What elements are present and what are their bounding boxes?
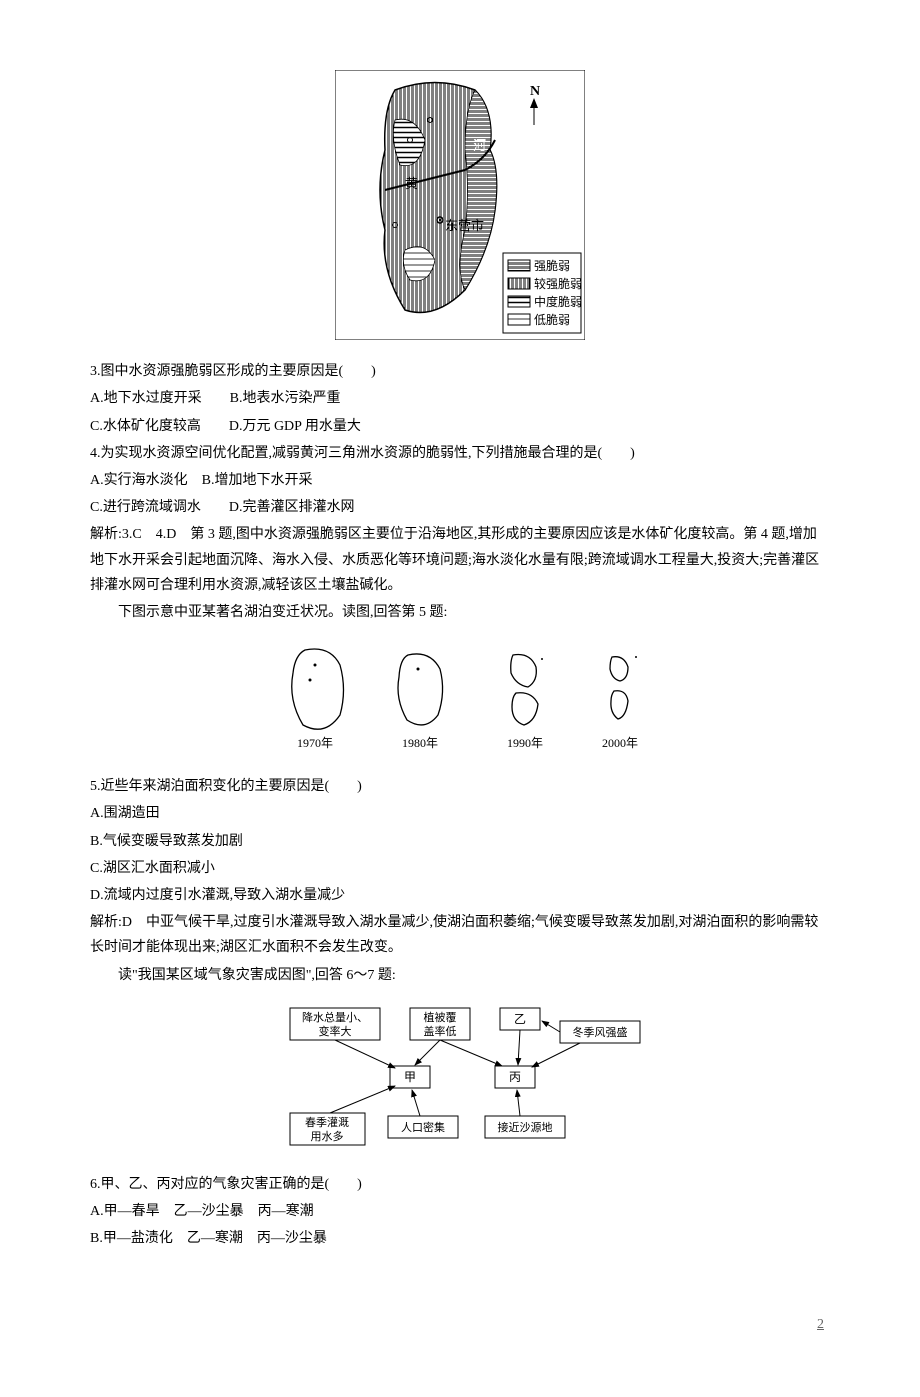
q3-text: 3.图中水资源强脆弱区形成的主要原因是( ) <box>90 359 830 384</box>
q5-text: 5.近些年来湖泊面积变化的主要原因是( ) <box>90 774 830 799</box>
exp-34: 解析:3.C 4.D 第 3 题,图中水资源强脆弱区主要位于沿海地区,其形成的主… <box>90 522 830 598</box>
box-a-l2: 变率大 <box>319 1024 352 1038</box>
box-a-l1: 降水总量小、 <box>302 1010 368 1024</box>
box-e: 甲 <box>404 1070 416 1084</box>
legend-1: 强脆弱 <box>534 258 570 273</box>
year-2000: 2000年 <box>602 736 638 750</box>
year-1980: 1980年 <box>402 736 438 750</box>
year-1990: 1990年 <box>507 736 543 750</box>
box-d: 冬季风强盛 <box>573 1025 628 1039</box>
legend-4: 低脆弱 <box>534 312 570 327</box>
box-f: 丙 <box>509 1070 521 1084</box>
exp-5: 解析:D 中亚气候干旱,过度引水灌溉导致入湖水量减少,使湖泊面积萎缩;气候变暖导… <box>90 910 830 960</box>
box-h: 人口密集 <box>401 1120 445 1134</box>
year-1970: 1970年 <box>297 736 333 750</box>
q6-a: A.甲—春旱 乙—沙尘暴 丙—寒潮 <box>90 1199 830 1224</box>
q4-text: 4.为实现水资源空间优化配置,减弱黄河三角洲水资源的脆弱性,下列措施最合理的是(… <box>90 441 830 466</box>
q6-b: B.甲—盐渍化 乙—寒潮 丙—沙尘暴 <box>90 1226 830 1251</box>
q5-b: B.气候变暖导致蒸发加剧 <box>90 829 830 854</box>
city-label: 东营市 <box>445 218 484 233</box>
q6-text: 6.甲、乙、丙对应的气象灾害正确的是( ) <box>90 1172 830 1197</box>
q3-opts-2: C.水体矿化度较高 D.万元 GDP 用水量大 <box>90 414 830 439</box>
page-footer: 2 <box>90 1312 830 1337</box>
intro-6: 读"我国某区域气象灾害成因图",回答 6～7 题: <box>90 963 830 988</box>
box-b-l1: 植被覆 <box>424 1010 457 1024</box>
page-number: 2 <box>811 1317 830 1332</box>
box-g-l1: 春季灌溉 <box>305 1116 349 1129</box>
north-label: N <box>530 84 540 99</box>
q5-a: A.围湖造田 <box>90 801 830 826</box>
box-g-l2: 用水多 <box>311 1129 344 1143</box>
q5-d: D.流域内过度引水灌溉,导致入湖水量减少 <box>90 883 830 908</box>
legend-2: 较强脆弱 <box>534 276 582 291</box>
river-label-he: 河 <box>473 138 486 153</box>
river-label-huang: 黄 <box>405 176 418 191</box>
q5-c: C.湖区汇水面积减小 <box>90 856 830 881</box>
lake-chart: 1970年 1980年 1990年 2000年 <box>90 635 830 764</box>
q4-opts-2: C.进行跨流域调水 D.完善灌区排灌水网 <box>90 495 830 520</box>
legend-3: 中度脆弱 <box>534 294 582 309</box>
intro-5: 下图示意中亚某著名湖泊变迁状况。读图,回答第 5 题: <box>90 600 830 625</box>
box-i: 接近沙源地 <box>498 1120 553 1134</box>
q3-opts-1: A.地下水过度开采 B.地表水污染严重 <box>90 386 830 411</box>
map-dongying: 黄 河 东营市 N 强脆弱 较强脆弱 中度脆弱 低脆弱 <box>90 70 830 349</box>
q4-opts-1: A.实行海水淡化 B.增加地下水开采 <box>90 468 830 493</box>
flowchart: 降水总量小、 变率大 植被覆 盖率低 乙 冬季风强盛 甲 丙 春季灌溉 用水多 … <box>90 998 830 1162</box>
box-c: 乙 <box>514 1012 526 1026</box>
box-b-l2: 盖率低 <box>424 1024 457 1038</box>
